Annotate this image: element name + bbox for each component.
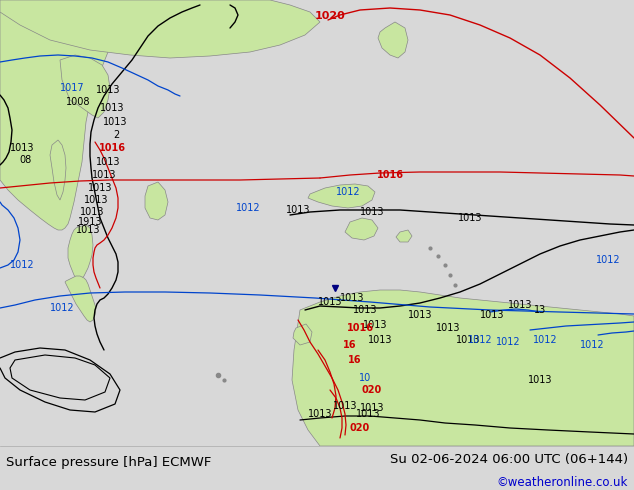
Text: 1012: 1012 bbox=[335, 187, 360, 197]
Text: 020: 020 bbox=[362, 385, 382, 395]
Text: 1013: 1013 bbox=[480, 310, 504, 320]
Text: 13: 13 bbox=[534, 305, 546, 315]
Text: 1017: 1017 bbox=[60, 83, 84, 93]
Text: Su 02-06-2024 06:00 UTC (06+144): Su 02-06-2024 06:00 UTC (06+144) bbox=[389, 453, 628, 466]
Text: 1012: 1012 bbox=[533, 335, 557, 345]
Text: 1013: 1013 bbox=[333, 401, 357, 411]
Text: 1013: 1013 bbox=[307, 409, 332, 419]
Text: 1012: 1012 bbox=[468, 335, 493, 345]
Text: ©weatheronline.co.uk: ©weatheronline.co.uk bbox=[496, 476, 628, 489]
Text: Surface pressure [hPa] ECMWF: Surface pressure [hPa] ECMWF bbox=[6, 456, 212, 469]
Polygon shape bbox=[396, 230, 412, 242]
Text: 10: 10 bbox=[359, 373, 371, 383]
Text: 1013: 1013 bbox=[436, 323, 460, 333]
Text: 1013: 1013 bbox=[408, 310, 432, 320]
Polygon shape bbox=[293, 324, 312, 345]
Text: 1012: 1012 bbox=[496, 337, 521, 347]
Text: 1013: 1013 bbox=[356, 409, 380, 419]
Polygon shape bbox=[10, 355, 110, 400]
Text: 1020: 1020 bbox=[314, 11, 346, 21]
Text: 1013: 1013 bbox=[96, 157, 120, 167]
Text: 020: 020 bbox=[350, 423, 370, 433]
Text: 1013: 1013 bbox=[80, 207, 104, 217]
Text: 1013: 1013 bbox=[359, 207, 384, 217]
Text: 1012: 1012 bbox=[49, 303, 74, 313]
Text: 16: 16 bbox=[343, 340, 357, 350]
Text: 1013: 1013 bbox=[10, 143, 34, 153]
Text: 1016: 1016 bbox=[98, 143, 126, 153]
Text: 1013: 1013 bbox=[368, 335, 392, 345]
Polygon shape bbox=[68, 225, 93, 280]
Polygon shape bbox=[50, 140, 66, 200]
Polygon shape bbox=[292, 290, 634, 446]
Text: 08: 08 bbox=[20, 155, 32, 165]
Text: 1013: 1013 bbox=[353, 305, 377, 315]
Polygon shape bbox=[145, 182, 168, 220]
Text: 1013: 1013 bbox=[100, 103, 124, 113]
Text: 1012: 1012 bbox=[10, 260, 34, 270]
Text: 1013: 1013 bbox=[359, 403, 384, 413]
Text: 1013: 1013 bbox=[96, 85, 120, 95]
Polygon shape bbox=[0, 0, 118, 230]
Text: 1013: 1013 bbox=[75, 225, 100, 235]
Polygon shape bbox=[65, 276, 96, 322]
Text: 1016: 1016 bbox=[347, 323, 373, 333]
Text: 1913: 1913 bbox=[78, 217, 102, 227]
Text: 1013: 1013 bbox=[363, 320, 387, 330]
Text: 1013: 1013 bbox=[103, 117, 127, 127]
Text: 1013: 1013 bbox=[527, 375, 552, 385]
Text: 1013: 1013 bbox=[508, 300, 533, 310]
Text: 1013: 1013 bbox=[92, 170, 116, 180]
Text: 1013: 1013 bbox=[340, 293, 365, 303]
Text: 1013: 1013 bbox=[456, 335, 480, 345]
Text: 2: 2 bbox=[113, 130, 119, 140]
Text: 1016: 1016 bbox=[377, 170, 403, 180]
Text: 1008: 1008 bbox=[66, 97, 90, 107]
Text: 1013: 1013 bbox=[87, 183, 112, 193]
Text: 1013: 1013 bbox=[458, 213, 482, 223]
Text: 1013: 1013 bbox=[286, 205, 310, 215]
Polygon shape bbox=[345, 218, 378, 240]
Text: 1013: 1013 bbox=[84, 195, 108, 205]
Polygon shape bbox=[378, 22, 408, 58]
Polygon shape bbox=[308, 184, 375, 208]
Text: 1012: 1012 bbox=[579, 340, 604, 350]
Polygon shape bbox=[60, 55, 110, 118]
Text: 1012: 1012 bbox=[236, 203, 261, 213]
Text: 16: 16 bbox=[348, 355, 362, 365]
Text: 1012: 1012 bbox=[596, 255, 620, 265]
Text: 1013: 1013 bbox=[318, 297, 342, 307]
Polygon shape bbox=[0, 0, 320, 58]
